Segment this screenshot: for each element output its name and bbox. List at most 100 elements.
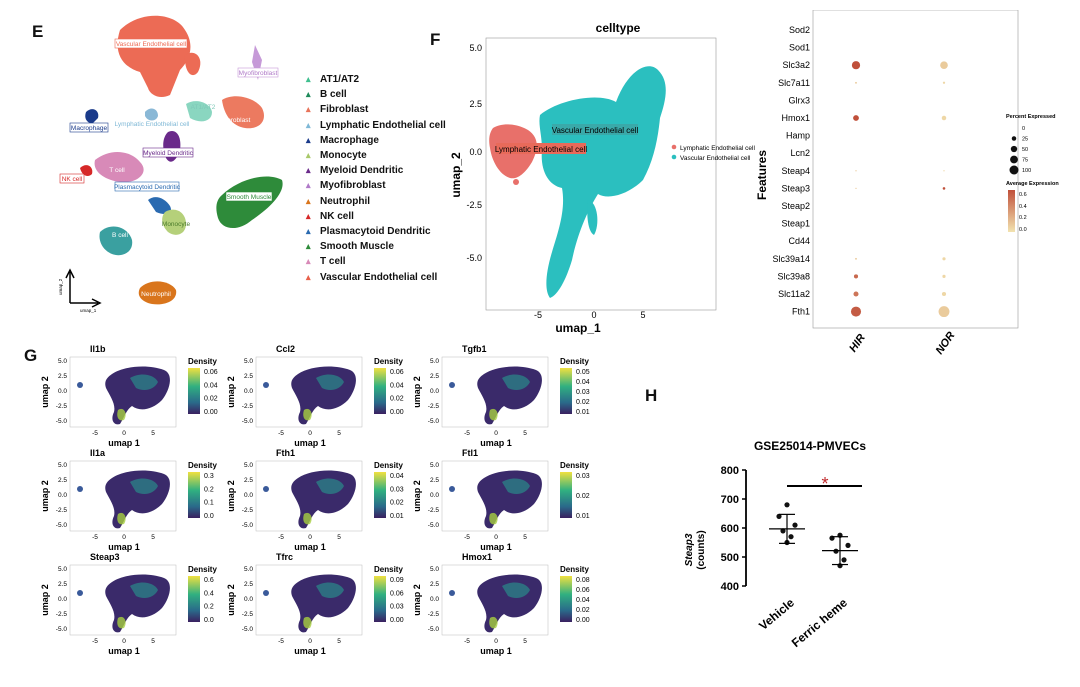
data-point <box>784 502 790 508</box>
legend-marker-icon: ▴ <box>306 119 311 130</box>
legend-label: B cell <box>320 89 347 101</box>
panel-f-umap: celltype Vascular Endothelial cell Lymph… <box>449 21 755 335</box>
gene-title: Il1b <box>90 344 106 354</box>
legend-title: Density <box>188 357 217 366</box>
density-frame <box>441 564 549 636</box>
panel-g-density-grid: Il1b 5.0 2.5 0.0 -2.5 -5.0 -5 0 5 umap 1 umap 2 Den… <box>40 340 620 680</box>
density-panel: Tgfb1 5.0 2.5 0.0 -2.5 -5.0 -5 0 5 umap 1 umap 2 De… <box>412 344 590 448</box>
y-axis-label: umap 2 <box>40 584 50 616</box>
dotplot-dot <box>850 306 862 317</box>
ytick: -2.5 <box>242 403 254 410</box>
xtick: 5 <box>337 638 341 645</box>
y-axis-label: umap 2 <box>412 584 422 616</box>
xtick: -5 <box>464 430 470 437</box>
ytick: 5.0 <box>58 462 67 469</box>
legend-label: T cell <box>320 256 346 268</box>
ytick: 2.5 <box>469 99 482 109</box>
legend-dot <box>671 144 677 150</box>
legend-title: Density <box>560 357 589 366</box>
xtick: 5 <box>523 430 527 437</box>
xtick: -5 <box>92 430 98 437</box>
cluster-fibroblast <box>222 96 265 129</box>
annotation-bg-vascular <box>552 124 638 135</box>
ytick: 0.0 <box>430 492 439 499</box>
legend-tick: 0.04 <box>204 382 218 389</box>
xtick: -5 <box>464 534 470 541</box>
data-point <box>841 557 847 563</box>
xtick: 5 <box>523 534 527 541</box>
gene-label: Lcn2 <box>790 148 810 158</box>
panel-h-chart: GSE25014-PMVECs Steap3 (counts) 400 500 60… <box>684 439 866 650</box>
dotplot-dot <box>855 81 857 84</box>
legend-item: ▴ NK cell <box>306 209 446 224</box>
ytick: -5.0 <box>56 522 68 529</box>
legend-marker-icon: ▴ <box>306 241 311 252</box>
density-hotspot <box>502 478 530 494</box>
dotplot-dot <box>855 257 857 260</box>
density-point <box>263 486 269 492</box>
density-hotspot <box>489 616 498 629</box>
legend-tick: 0.06 <box>390 590 404 597</box>
legend-tick: 0.6 <box>204 577 214 584</box>
category-label: Vehicle <box>756 595 797 633</box>
density-hotspot <box>117 408 126 421</box>
ytick: 2.5 <box>58 477 67 484</box>
xtick: 5 <box>337 430 341 437</box>
dotplot-dot <box>851 61 861 70</box>
gene-label: Cd44 <box>788 236 810 246</box>
annotation-vascular: Vascular Endothelial cell <box>552 126 639 135</box>
umap-clusters <box>80 15 283 305</box>
legend-item: ▴ Vascular Endothelial cell <box>306 270 446 285</box>
density-hotspot <box>130 374 158 390</box>
density-frame <box>441 356 549 428</box>
ytick: -2.5 <box>242 611 254 618</box>
y-axis-gene: Steap3 <box>684 533 695 566</box>
legend-marker-icon: ▴ <box>306 210 311 221</box>
density-frame <box>255 356 363 428</box>
legend-label: Vascular Endothelial cell <box>680 155 751 162</box>
gene-label: Steap2 <box>781 201 810 211</box>
size-legend-label: 50 <box>1022 147 1028 153</box>
xtick: -5 <box>92 534 98 541</box>
cluster-nk <box>80 165 93 176</box>
legend-tick: 0.0 <box>204 513 214 520</box>
dotplot-dot <box>942 81 946 84</box>
ytick: 0.0 <box>469 147 482 157</box>
density-frame <box>255 460 363 532</box>
xtick: 0 <box>494 534 498 541</box>
gene-label: Steap4 <box>781 166 810 176</box>
legend-marker-icon: ▴ <box>306 271 311 282</box>
ytick: -5.0 <box>242 626 254 633</box>
density-hotspot <box>117 512 126 525</box>
x-axis-label: umap 1 <box>294 646 326 656</box>
cluster-vascular <box>117 15 191 98</box>
panel-e-legend: ▴ AT1/AT2 ▴ B cell ▴ Fibroblast ▴ Lymphatic End… <box>306 72 446 285</box>
size-legend-label: 0 <box>1022 126 1025 132</box>
ytick: 0.0 <box>58 596 67 603</box>
legend-tick: 0.3 <box>204 473 214 480</box>
legend-title: Density <box>374 565 403 574</box>
ytick: -2.5 <box>428 611 440 618</box>
xtick: -5 <box>464 638 470 645</box>
density-frame <box>69 564 177 636</box>
density-frame <box>69 356 177 428</box>
ytick: -2.5 <box>428 403 440 410</box>
dotplot-dot <box>938 306 950 318</box>
legend-marker-icon: ▴ <box>306 195 311 206</box>
legend-tick: 0.00 <box>576 617 590 624</box>
legend-tick: 0.04 <box>576 597 590 604</box>
dotplot-dot <box>855 187 857 190</box>
cluster-neutrophil <box>138 281 177 305</box>
ytick: -2.5 <box>56 611 68 618</box>
size-legend-dot <box>1009 165 1019 175</box>
density-frame <box>255 564 363 636</box>
plot-frame <box>485 37 717 311</box>
density-hotspot <box>303 616 312 629</box>
label-smooth: Smooth Muscle <box>227 194 272 201</box>
legend-colorbar <box>188 576 200 622</box>
legend-tick: 0.04 <box>390 382 404 389</box>
xtick: 0 <box>494 638 498 645</box>
legend-label: AT1/AT2 <box>320 74 360 85</box>
panel-letter-g: G <box>24 346 38 365</box>
x-axis-label: umap 1 <box>480 646 512 656</box>
